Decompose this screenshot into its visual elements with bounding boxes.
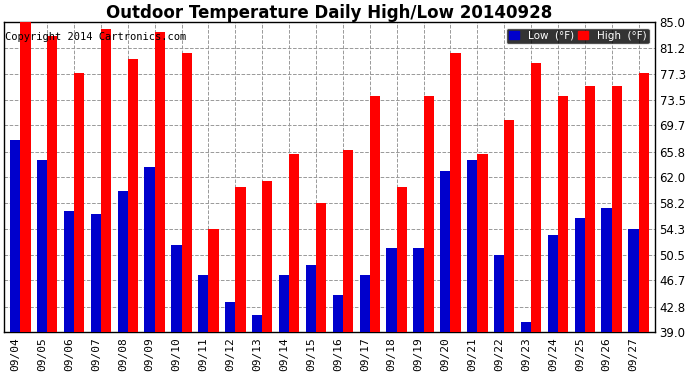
Bar [181,53,192,332]
Bar [47,36,57,332]
Bar [90,214,101,332]
Bar [333,295,343,332]
Bar [37,160,47,332]
Bar [477,154,488,332]
Bar [64,211,74,332]
Bar [225,302,235,332]
Bar [306,265,316,332]
Bar [585,86,595,332]
Text: Copyright 2014 Cartronics.com: Copyright 2014 Cartronics.com [5,32,186,42]
Bar [155,33,165,332]
Bar [531,63,541,332]
Bar [101,29,111,332]
Bar [198,275,208,332]
Legend: Low  (°F), High  (°F): Low (°F), High (°F) [506,27,649,44]
Bar [171,244,181,332]
Bar [386,248,397,332]
Bar [494,255,504,332]
Bar [629,229,638,332]
Bar [638,73,649,332]
Bar [289,154,299,332]
Bar [20,22,30,332]
Bar [548,234,558,332]
Bar [602,208,612,332]
Bar [359,275,370,332]
Bar [397,188,407,332]
Bar [279,275,289,332]
Bar [370,96,380,332]
Bar [262,181,273,332]
Bar [558,96,568,332]
Bar [208,229,219,332]
Title: Outdoor Temperature Daily High/Low 20140928: Outdoor Temperature Daily High/Low 20140… [106,4,553,22]
Bar [252,315,262,332]
Bar [74,73,84,332]
Bar [10,140,20,332]
Bar [316,203,326,332]
Bar [413,248,424,332]
Bar [440,171,451,332]
Bar [451,53,461,332]
Bar [575,218,585,332]
Bar [467,160,477,332]
Bar [128,59,138,332]
Bar [612,86,622,332]
Bar [343,150,353,332]
Bar [504,120,515,332]
Bar [144,167,155,332]
Bar [235,188,246,332]
Bar [117,191,128,332]
Bar [521,322,531,332]
Bar [424,96,434,332]
